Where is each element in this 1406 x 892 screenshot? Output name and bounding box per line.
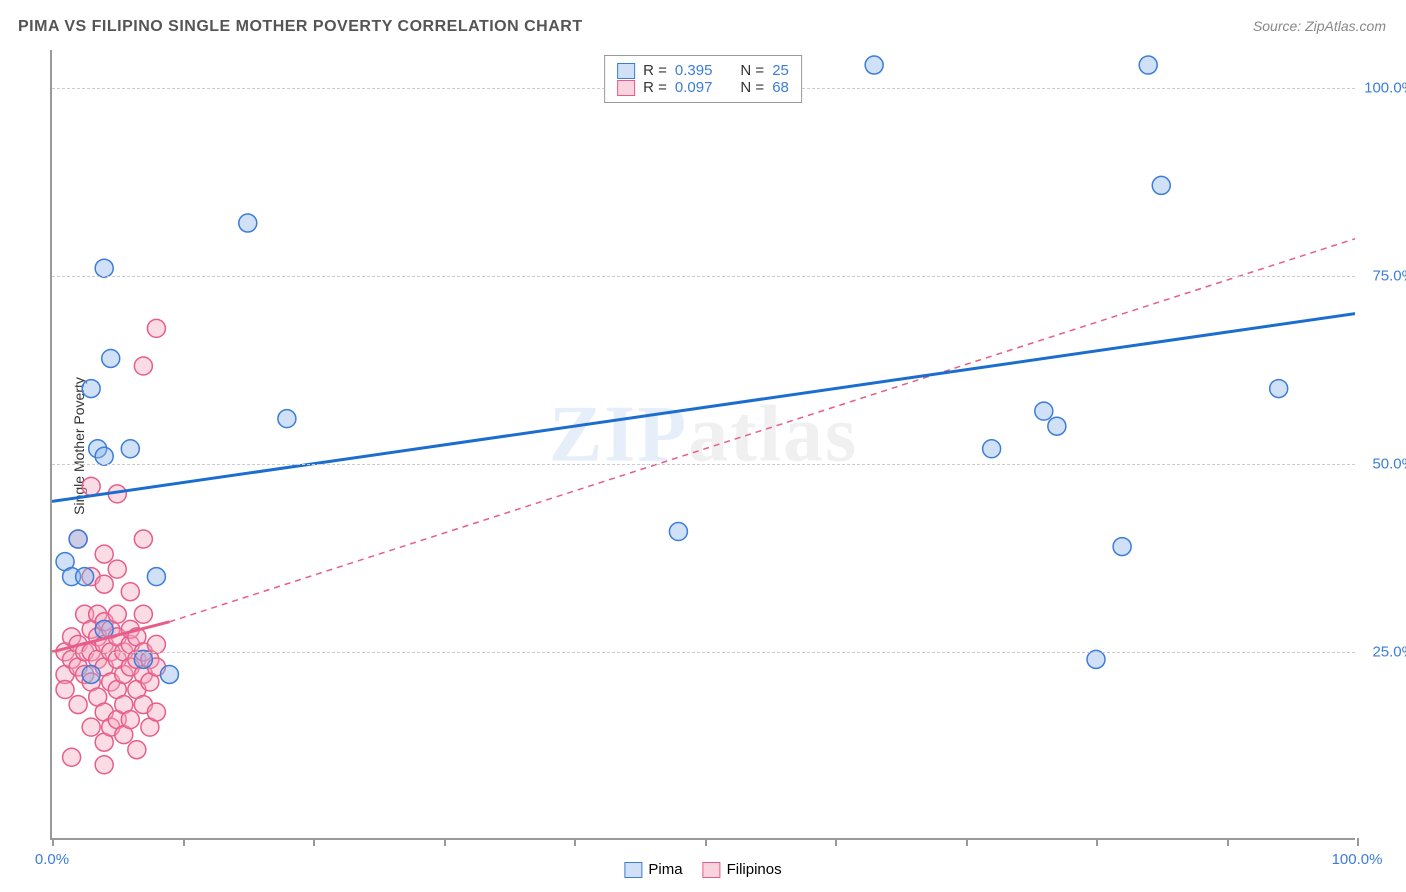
legend-correlation: R = 0.395 N = 25 R = 0.097 N = 68 (604, 55, 802, 103)
data-point-pima (1270, 380, 1288, 398)
data-point-filipinos (69, 696, 87, 714)
data-point-pima (95, 447, 113, 465)
data-point-pima (1139, 56, 1157, 74)
plot-area: ZIPatlas 25.0%50.0%75.0%100.0%0.0%100.0% (50, 50, 1355, 840)
legend-n-value: 68 (772, 79, 789, 96)
data-point-filipinos (128, 741, 146, 759)
legend-item-pima: Pima (624, 861, 682, 878)
data-point-pima (1113, 538, 1131, 556)
data-point-pima (278, 410, 296, 428)
legend-row-filipinos: R = 0.097 N = 68 (617, 79, 789, 96)
legend-item-filipinos: Filipinos (703, 861, 782, 878)
x-tick (966, 838, 968, 846)
data-point-filipinos (95, 545, 113, 563)
data-point-filipinos (134, 605, 152, 623)
data-point-pima (1048, 417, 1066, 435)
data-point-filipinos (108, 560, 126, 578)
source-label: Source: ZipAtlas.com (1253, 18, 1386, 34)
legend-r-value: 0.395 (675, 62, 713, 79)
data-point-filipinos (147, 703, 165, 721)
data-point-filipinos (56, 681, 74, 699)
chart-container: PIMA VS FILIPINO SINGLE MOTHER POVERTY C… (0, 0, 1406, 892)
legend-label: Pima (648, 861, 682, 878)
legend-n-label: N = (740, 62, 764, 79)
data-point-pima (82, 665, 100, 683)
y-tick-label: 50.0% (1372, 455, 1406, 472)
legend-label: Filipinos (727, 861, 782, 878)
x-tick (1096, 838, 1098, 846)
legend-swatch-filipinos (703, 862, 721, 878)
data-point-filipinos (82, 718, 100, 736)
data-point-pima (1087, 650, 1105, 668)
data-point-filipinos (134, 530, 152, 548)
legend-n-value: 25 (772, 62, 789, 79)
legend-r-label: R = (643, 62, 667, 79)
data-point-pima (134, 650, 152, 668)
data-point-filipinos (121, 583, 139, 601)
y-tick-label: 75.0% (1372, 267, 1406, 284)
data-point-pima (121, 440, 139, 458)
data-point-pima (95, 259, 113, 277)
chart-svg (52, 50, 1355, 838)
data-point-pima (865, 56, 883, 74)
data-point-pima (76, 568, 94, 586)
x-tick-label: 100.0% (1332, 851, 1383, 868)
trend-line (52, 313, 1355, 501)
legend-swatch-pima (617, 63, 635, 79)
data-point-filipinos (121, 711, 139, 729)
data-point-pima (983, 440, 1001, 458)
legend-r-label: R = (643, 79, 667, 96)
data-point-pima (239, 214, 257, 232)
legend-n-label: N = (740, 79, 764, 96)
data-point-filipinos (147, 319, 165, 337)
legend-series: Pima Filipinos (624, 861, 781, 878)
data-point-filipinos (108, 605, 126, 623)
gridline (52, 652, 1355, 653)
data-point-filipinos (63, 748, 81, 766)
data-point-filipinos (95, 575, 113, 593)
gridline (52, 464, 1355, 465)
data-point-pima (1152, 176, 1170, 194)
data-point-pima (160, 665, 178, 683)
data-point-pima (147, 568, 165, 586)
legend-swatch-filipinos (617, 80, 635, 96)
data-point-pima (82, 380, 100, 398)
data-point-pima (102, 349, 120, 367)
gridline (52, 276, 1355, 277)
x-tick (52, 838, 54, 846)
x-tick (835, 838, 837, 846)
data-point-pima (69, 530, 87, 548)
x-tick-label: 0.0% (35, 851, 69, 868)
x-tick (313, 838, 315, 846)
x-tick (1357, 838, 1359, 846)
data-point-filipinos (82, 477, 100, 495)
x-tick (183, 838, 185, 846)
y-tick-label: 25.0% (1372, 643, 1406, 660)
chart-title: PIMA VS FILIPINO SINGLE MOTHER POVERTY C… (18, 18, 583, 36)
data-point-pima (1035, 402, 1053, 420)
data-point-filipinos (95, 756, 113, 774)
legend-r-value: 0.097 (675, 79, 713, 96)
trend-line (169, 238, 1355, 622)
legend-swatch-pima (624, 862, 642, 878)
data-point-filipinos (134, 357, 152, 375)
data-point-filipinos (147, 635, 165, 653)
data-point-pima (669, 523, 687, 541)
y-tick-label: 100.0% (1364, 79, 1406, 96)
x-tick (574, 838, 576, 846)
x-tick (444, 838, 446, 846)
x-tick (1227, 838, 1229, 846)
x-tick (705, 838, 707, 846)
legend-row-pima: R = 0.395 N = 25 (617, 62, 789, 79)
